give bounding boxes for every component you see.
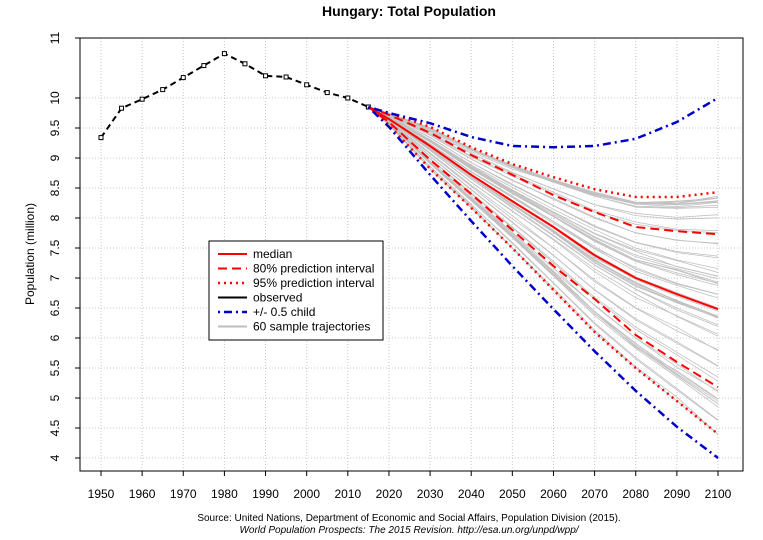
y-tick-label: 6 xyxy=(48,334,62,341)
sample-trajectory xyxy=(368,106,719,209)
sample-trajectory xyxy=(368,106,719,393)
observed-point xyxy=(201,63,207,69)
series-line-95-prediction-interval xyxy=(367,106,719,435)
sample-trajectory xyxy=(368,106,719,335)
y-tick-label: 4 xyxy=(48,454,62,461)
sample-trajectory xyxy=(368,106,719,295)
plot-frame xyxy=(79,37,744,472)
legend-label: observed xyxy=(253,291,302,305)
y-axis-label: Population (million) xyxy=(23,203,37,305)
y-tick-label: 8.5 xyxy=(48,179,62,196)
x-tick-label: 2040 xyxy=(458,487,485,501)
x-tick-label: 2090 xyxy=(664,487,691,501)
sample-trajectory xyxy=(368,106,719,283)
sample-trajectory xyxy=(368,106,719,269)
y-tick-label: 8 xyxy=(48,214,62,221)
series-line-80-prediction-interval xyxy=(368,106,719,236)
observed-point xyxy=(139,96,145,102)
sample-trajectory xyxy=(368,106,719,245)
sample-trajectory xyxy=(368,106,719,277)
legend-label: 95% prediction interval xyxy=(253,276,374,290)
x-tick-label: 2070 xyxy=(581,487,608,501)
x-tick-label: 2080 xyxy=(622,487,649,501)
x-tick-label: 2100 xyxy=(705,487,732,501)
sample-trajectory xyxy=(368,106,719,378)
sample-trajectory xyxy=(368,106,719,220)
observed-point xyxy=(304,82,310,88)
sample-trajectory xyxy=(368,106,719,400)
y-tick-label: 5 xyxy=(48,394,62,401)
observed-point xyxy=(180,75,186,81)
legend-label: 80% prediction interval xyxy=(253,262,374,276)
sample-trajectory xyxy=(368,106,719,435)
y-tick-label: 7.5 xyxy=(48,239,62,256)
x-tick-label: 1990 xyxy=(252,487,279,501)
y-tick-label: 6.5 xyxy=(48,299,62,316)
source-citation: World Population Prospects: The 2015 Rev… xyxy=(239,525,579,536)
sample-trajectory xyxy=(368,106,719,351)
observed-point xyxy=(263,73,269,79)
x-tick-label: 2010 xyxy=(334,487,361,501)
x-tick-label: 2020 xyxy=(376,487,403,501)
x-tick-label: 2060 xyxy=(540,487,567,501)
observed-point xyxy=(324,90,330,96)
x-tick-label: 2000 xyxy=(293,487,320,501)
observed-point xyxy=(160,87,166,93)
observed-point xyxy=(221,51,227,57)
legend-label: 60 sample trajectories xyxy=(253,320,370,334)
x-tick-label: 2050 xyxy=(499,487,526,501)
series-line-observed xyxy=(100,52,369,139)
sample-trajectory xyxy=(368,106,719,367)
observed-point xyxy=(119,105,125,111)
legend-box xyxy=(208,240,384,341)
sample-trajectories xyxy=(368,106,719,435)
sample-trajectory xyxy=(368,106,719,421)
y-tick-label: 5.5 xyxy=(48,359,62,376)
x-tick-label: 1950 xyxy=(88,487,115,501)
sample-trajectory xyxy=(368,106,719,257)
observed-point xyxy=(345,95,351,101)
observed-point xyxy=(242,61,248,67)
series-line-0-5-child xyxy=(367,106,719,459)
source-line: Source: United Nations, Department of Ec… xyxy=(197,513,620,524)
legend-label: +/- 0.5 child xyxy=(253,305,315,319)
x-tick-label: 1960 xyxy=(129,487,156,501)
y-axis: 4 4.5 5 5.5 6 6.5 7 7.5 8 8.5 9 9.5 10 11 xyxy=(48,31,80,461)
y-tick-label: 7 xyxy=(48,274,62,281)
series-line-80-prediction-interval xyxy=(367,106,719,389)
series-line-median xyxy=(367,106,719,311)
observed-point xyxy=(98,135,104,141)
series-line-0-5-child xyxy=(368,96,719,149)
x-axis: 1950 1960 1970 1980 1990 2000 2010 2020 2030 2040… xyxy=(88,471,732,501)
y-tick-label: 4.5 xyxy=(48,419,62,436)
x-tick-label: 1980 xyxy=(211,487,238,501)
y-tick-label: 9.5 xyxy=(48,119,62,136)
series-line-95-prediction-interval xyxy=(368,105,719,199)
x-tick-label: 1970 xyxy=(170,487,197,501)
observed-point xyxy=(283,74,289,80)
y-tick-label: 11 xyxy=(48,31,62,44)
x-tick-label: 2030 xyxy=(417,487,444,501)
series-lines xyxy=(98,51,719,459)
y-tick-label: 10 xyxy=(48,91,62,105)
y-tick-label: 9 xyxy=(48,154,62,161)
legend-label: median xyxy=(253,247,292,261)
chart-title: Hungary: Total Population xyxy=(322,3,496,19)
sample-trajectory xyxy=(368,106,719,352)
